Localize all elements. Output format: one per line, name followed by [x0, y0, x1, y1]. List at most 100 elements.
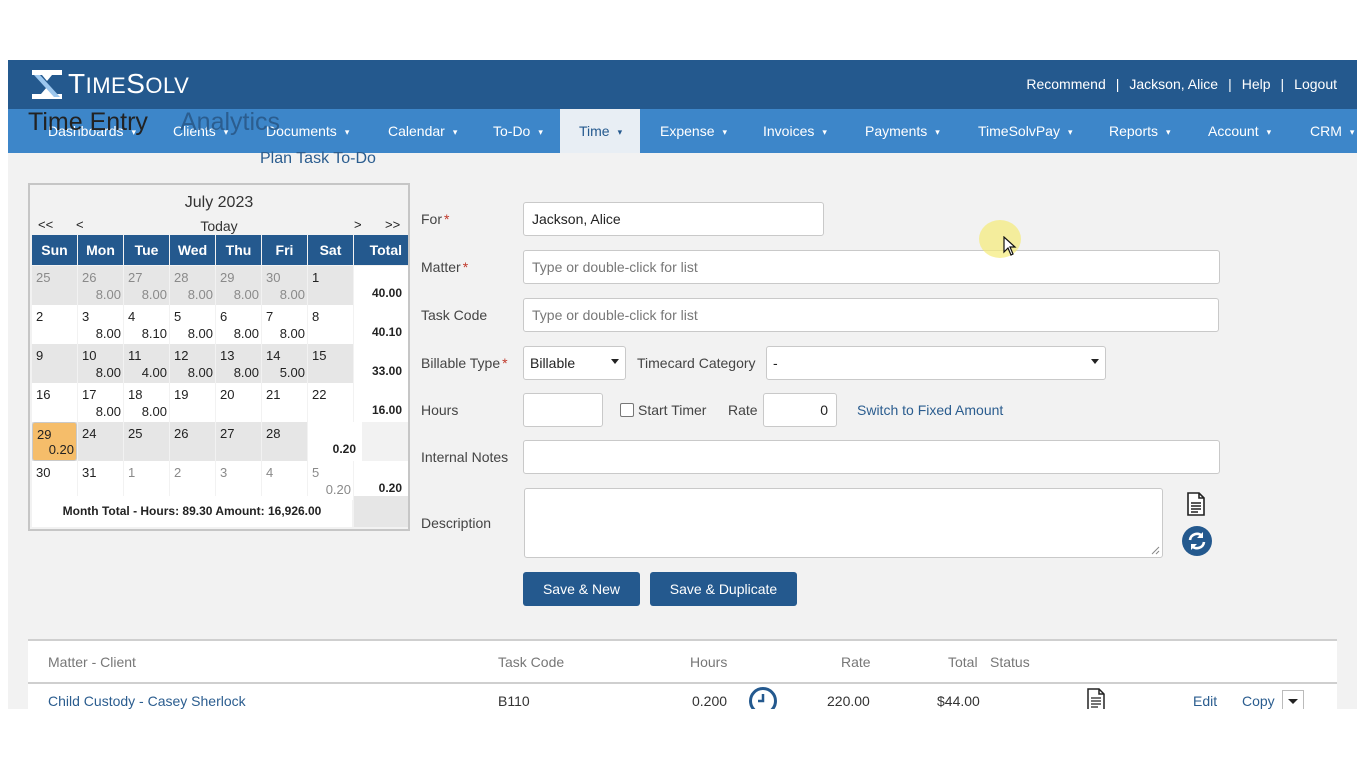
nav-dashboards[interactable]: Dashboards ▾ [48, 123, 137, 139]
calendar-week-row: 16 17 8.00 18 8.00 19 20 21 22 16.00 [32, 383, 408, 422]
day-number: 3 [82, 309, 90, 324]
timesolv-logo[interactable]: TIMESOLV [30, 66, 189, 102]
nav-invoices[interactable]: Invoices ▾ [763, 123, 827, 139]
separator: | [1115, 76, 1120, 92]
row-actions-dropdown[interactable] [1282, 690, 1304, 709]
help-link[interactable]: Help [1241, 76, 1271, 92]
col-header-rate[interactable]: Rate [841, 654, 871, 670]
resize-handle-icon[interactable] [1151, 546, 1160, 555]
logout-link[interactable]: Logout [1294, 76, 1337, 92]
task-code-field[interactable]: Type or double-click for list [523, 298, 1219, 332]
calendar-day[interactable]: 26 8.00 [78, 266, 123, 305]
calendar-day[interactable]: 14 5.00 [262, 344, 307, 383]
calendar-day[interactable]: 3 [216, 461, 261, 500]
calendar-day[interactable]: 18 8.00 [124, 383, 169, 422]
save-and-new-button[interactable]: Save & New [523, 572, 640, 606]
hours-field[interactable] [523, 393, 603, 427]
analytics-tab[interactable]: Analytics [180, 108, 281, 136]
calendar-day[interactable]: 25 [32, 266, 77, 305]
calendar-day[interactable]: 15 [308, 344, 353, 383]
calendar-day[interactable]: 22 [308, 383, 353, 422]
calendar-day[interactable]: 10 8.00 [78, 344, 123, 383]
today-button[interactable]: Today [200, 218, 238, 234]
save-and-duplicate-button[interactable]: Save & Duplicate [650, 572, 797, 606]
calendar-day[interactable]: 28 8.00 [170, 266, 215, 305]
nav-reports[interactable]: Reports ▾ [1109, 123, 1171, 139]
description-document-icon[interactable] [1085, 688, 1107, 709]
col-header-matter-client[interactable]: Matter - Client [48, 654, 136, 670]
col-header-hours[interactable]: Hours [690, 654, 728, 670]
calendar-day[interactable]: 2 [32, 305, 77, 344]
refresh-icon[interactable] [1181, 525, 1213, 560]
calendar-day[interactable]: 31 [78, 461, 123, 500]
calendar-day[interactable]: 11 4.00 [124, 344, 169, 383]
calendar-day[interactable]: 1 [308, 266, 353, 305]
calendar-day[interactable]: 5 8.00 [170, 305, 215, 344]
calendar-day[interactable]: 20 [216, 383, 261, 422]
calendar-day[interactable]: 1 [124, 461, 169, 500]
timer-clock-icon[interactable] [748, 686, 778, 709]
user-menu-link[interactable]: Jackson, Alice [1129, 76, 1219, 92]
calendar-day[interactable]: 25 [124, 422, 169, 461]
edit-link[interactable]: Edit [1193, 693, 1218, 709]
nav-account[interactable]: Account ▾ [1208, 123, 1272, 139]
calendar-day[interactable]: 12 8.00 [170, 344, 215, 383]
nav-calendar[interactable]: Calendar ▾ [388, 123, 458, 139]
calendar-day[interactable]: 29 0.20 [32, 422, 77, 461]
calendar-day[interactable]: 19 [170, 383, 215, 422]
calendar-day[interactable]: 30 8.00 [262, 266, 307, 305]
day-number: 11 [128, 348, 142, 363]
calendar-day[interactable]: 5 0.20 [308, 461, 353, 500]
recommend-link[interactable]: Recommend [1026, 76, 1106, 92]
calendar-day[interactable]: 7 8.00 [262, 305, 307, 344]
prev-month-button[interactable]: < [76, 217, 84, 232]
calendar-day[interactable]: 27 [216, 422, 261, 461]
for-field[interactable]: Jackson, Alice [523, 202, 824, 236]
billable-type-select[interactable]: Billable [523, 346, 626, 380]
calendar-day[interactable]: 24 [78, 422, 123, 461]
calendar-day[interactable]: 28 [262, 422, 307, 461]
col-header-total[interactable]: Total [948, 654, 978, 670]
switch-fixed-amount-link[interactable]: Switch to Fixed Amount [857, 402, 1004, 418]
plan-task-todo-link[interactable]: Plan Task To-Do [260, 150, 376, 167]
timecard-category-select[interactable]: - [766, 346, 1106, 380]
rate-field[interactable]: 0 [763, 393, 837, 427]
matter-field[interactable]: Type or double-click for list [523, 250, 1220, 284]
calendar-day[interactable]: 3 8.00 [78, 305, 123, 344]
calendar-day[interactable]: 4 [262, 461, 307, 500]
calendar-day[interactable]: 4 8.10 [124, 305, 169, 344]
nav-clients[interactable]: Clients ▾ [173, 123, 229, 139]
nav-expense[interactable]: Expense ▾ [660, 123, 728, 139]
copy-link[interactable]: Copy [1242, 693, 1275, 709]
description-textarea[interactable] [524, 488, 1163, 558]
col-header-task-code[interactable]: Task Code [498, 654, 565, 670]
calendar-day[interactable]: 29 8.00 [216, 266, 261, 305]
calendar-day[interactable]: 2 [170, 461, 215, 500]
next-month-button[interactable]: > [354, 217, 362, 232]
start-timer-label[interactable]: Start Timer [638, 402, 707, 418]
nav-timesolvpay[interactable]: TimeSolvPay ▾ [978, 123, 1073, 139]
matter-client-link[interactable]: Child Custody - Casey Sherlock [48, 693, 246, 709]
calendar-day[interactable]: 9 [32, 344, 77, 383]
calendar-day[interactable]: 30 [32, 461, 77, 500]
calendar-day[interactable]: 8 [308, 305, 353, 344]
calendar-day[interactable]: 16 [32, 383, 77, 422]
internal-notes-field[interactable] [523, 440, 1220, 474]
calendar-day[interactable]: 6 8.00 [216, 305, 261, 344]
prev-year-button[interactable]: << [38, 217, 54, 232]
calendar-day[interactable]: 17 8.00 [78, 383, 123, 422]
start-timer-checkbox[interactable] [620, 403, 634, 417]
nav-time[interactable]: Time ▾ [560, 109, 640, 153]
top-bar: TIMESOLV Recommend | Jackson, Alice | He… [8, 60, 1357, 109]
col-header-status[interactable]: Status [990, 654, 1030, 670]
nav-crm[interactable]: CRM ▾ [1310, 123, 1355, 139]
nav-todo[interactable]: To-Do ▾ [493, 123, 543, 139]
calendar-day[interactable]: 21 [262, 383, 307, 422]
document-template-icon[interactable] [1184, 491, 1208, 520]
nav-payments[interactable]: Payments ▾ [865, 123, 940, 139]
nav-documents[interactable]: Documents ▾ [266, 123, 350, 139]
next-year-button[interactable]: >> [385, 217, 401, 232]
calendar-day[interactable]: 27 8.00 [124, 266, 169, 305]
calendar-day[interactable]: 13 8.00 [216, 344, 261, 383]
calendar-day[interactable]: 26 [170, 422, 215, 461]
